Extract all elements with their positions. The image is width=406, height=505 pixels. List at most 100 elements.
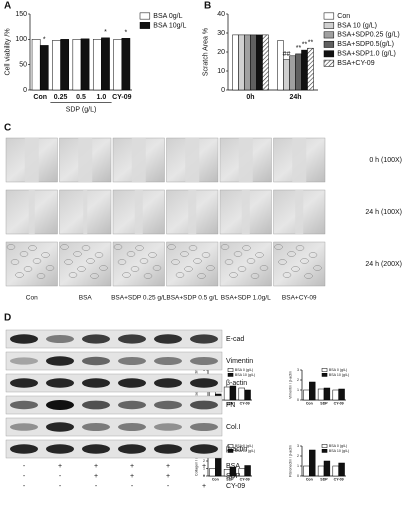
bar: [295, 53, 302, 91]
bar: [303, 465, 310, 477]
y-tick-label: 40: [217, 11, 225, 18]
cell: [300, 258, 309, 264]
cell: [291, 266, 300, 272]
bar: [244, 465, 251, 477]
legend-label: BSA 0 (g/L): [235, 368, 253, 372]
cell: [126, 251, 136, 257]
cell: [282, 272, 292, 278]
treatment-label: SDP: [226, 473, 241, 480]
treatment-sign: -: [59, 473, 62, 480]
cell: [122, 272, 131, 278]
panel-label: B: [204, 1, 211, 12]
cell: [135, 245, 144, 251]
y-tick-label: 1: [297, 388, 299, 392]
cell: [229, 272, 238, 278]
cell: [224, 259, 234, 265]
cell: [250, 273, 260, 279]
blot-band: [46, 444, 74, 454]
blot-band: [46, 400, 74, 410]
cell: [117, 259, 127, 265]
bar: [317, 388, 325, 401]
cell: [274, 244, 283, 250]
treatment-sign: -: [23, 483, 26, 490]
cell: [220, 244, 230, 250]
scratch-gap: [78, 138, 93, 182]
treatment-sign: +: [166, 473, 170, 480]
cell: [255, 252, 264, 258]
y-tick-label: 2: [297, 454, 299, 458]
cell: [171, 259, 180, 265]
blot-band: [82, 444, 110, 454]
y-tick-label: 0: [297, 474, 299, 478]
legend-label: BSA 10 (g/L): [337, 22, 377, 29]
blot-band: [190, 334, 218, 344]
cell: [45, 265, 55, 271]
blot-band: [190, 378, 218, 388]
y-tick-label: 30: [217, 30, 225, 37]
cell: [237, 266, 247, 272]
cell: [113, 244, 123, 250]
cell: [167, 244, 176, 250]
significance-label: *: [125, 30, 128, 37]
y-tick-label: 10: [217, 68, 225, 75]
legend-swatch: [321, 444, 328, 448]
treatment-sign: +: [166, 463, 170, 470]
cell: [10, 259, 20, 265]
blot-band: [118, 334, 146, 344]
blot-band: [82, 400, 110, 410]
bar: [229, 466, 237, 477]
micrograph: [219, 241, 272, 287]
cell: [23, 266, 33, 272]
bar: [317, 465, 325, 477]
bar: [215, 457, 222, 477]
cell: [193, 258, 202, 264]
scratch-gap: [292, 138, 307, 182]
treatment-sign: +: [202, 483, 206, 490]
column-label: BSA+SDP 0.5 g/L: [166, 295, 218, 302]
legend-swatch: [321, 368, 328, 372]
bar: [289, 55, 296, 91]
blot-band: [190, 357, 218, 365]
x-tick-label: CY-09: [334, 478, 344, 482]
bar: [307, 47, 314, 91]
blot-band: [46, 422, 74, 432]
bar: [92, 39, 102, 91]
cell: [19, 251, 29, 257]
bar: [338, 462, 345, 477]
y-axis-label: Cell viability /%: [4, 28, 11, 75]
blot-band: [10, 423, 38, 431]
legend-label: BSA 0 (g/L): [329, 444, 347, 448]
treatment-sign: +: [94, 473, 98, 480]
blot-strip: [5, 395, 223, 415]
cell: [130, 266, 140, 272]
treatment-sign: -: [131, 483, 134, 490]
legend-swatch: [323, 12, 335, 20]
treatment-sign: -: [203, 473, 206, 480]
legend-swatch: [139, 12, 151, 20]
bar: [256, 34, 263, 91]
bar: [39, 45, 49, 91]
cell: [86, 258, 95, 264]
blot-band: [82, 334, 110, 344]
bar: [262, 34, 269, 91]
panel-label: A: [4, 1, 11, 12]
scratch-gap: [241, 190, 250, 234]
cell: [32, 258, 42, 264]
column-label: BSA+SDP 1.0g/L: [221, 295, 271, 302]
significance-label: **: [302, 41, 308, 48]
y-tick-label: 100: [15, 36, 27, 43]
x-tick-label: 1.0: [97, 94, 107, 101]
scratch-gap: [83, 190, 88, 234]
x-tick-label: 0.5: [76, 94, 86, 101]
legend-label: BSA 10g/L: [153, 22, 186, 29]
y-tick-label: 1: [203, 466, 205, 470]
legend-swatch: [227, 448, 234, 453]
scratch-gap: [24, 138, 39, 182]
bar: [238, 34, 245, 91]
bar: [309, 381, 316, 401]
blot-band: [10, 378, 38, 388]
cell: [259, 265, 269, 271]
significance-label: *: [43, 37, 46, 44]
y-tick-label: 0: [297, 398, 299, 402]
legend-label: BSA 10 (g/L): [235, 449, 255, 453]
